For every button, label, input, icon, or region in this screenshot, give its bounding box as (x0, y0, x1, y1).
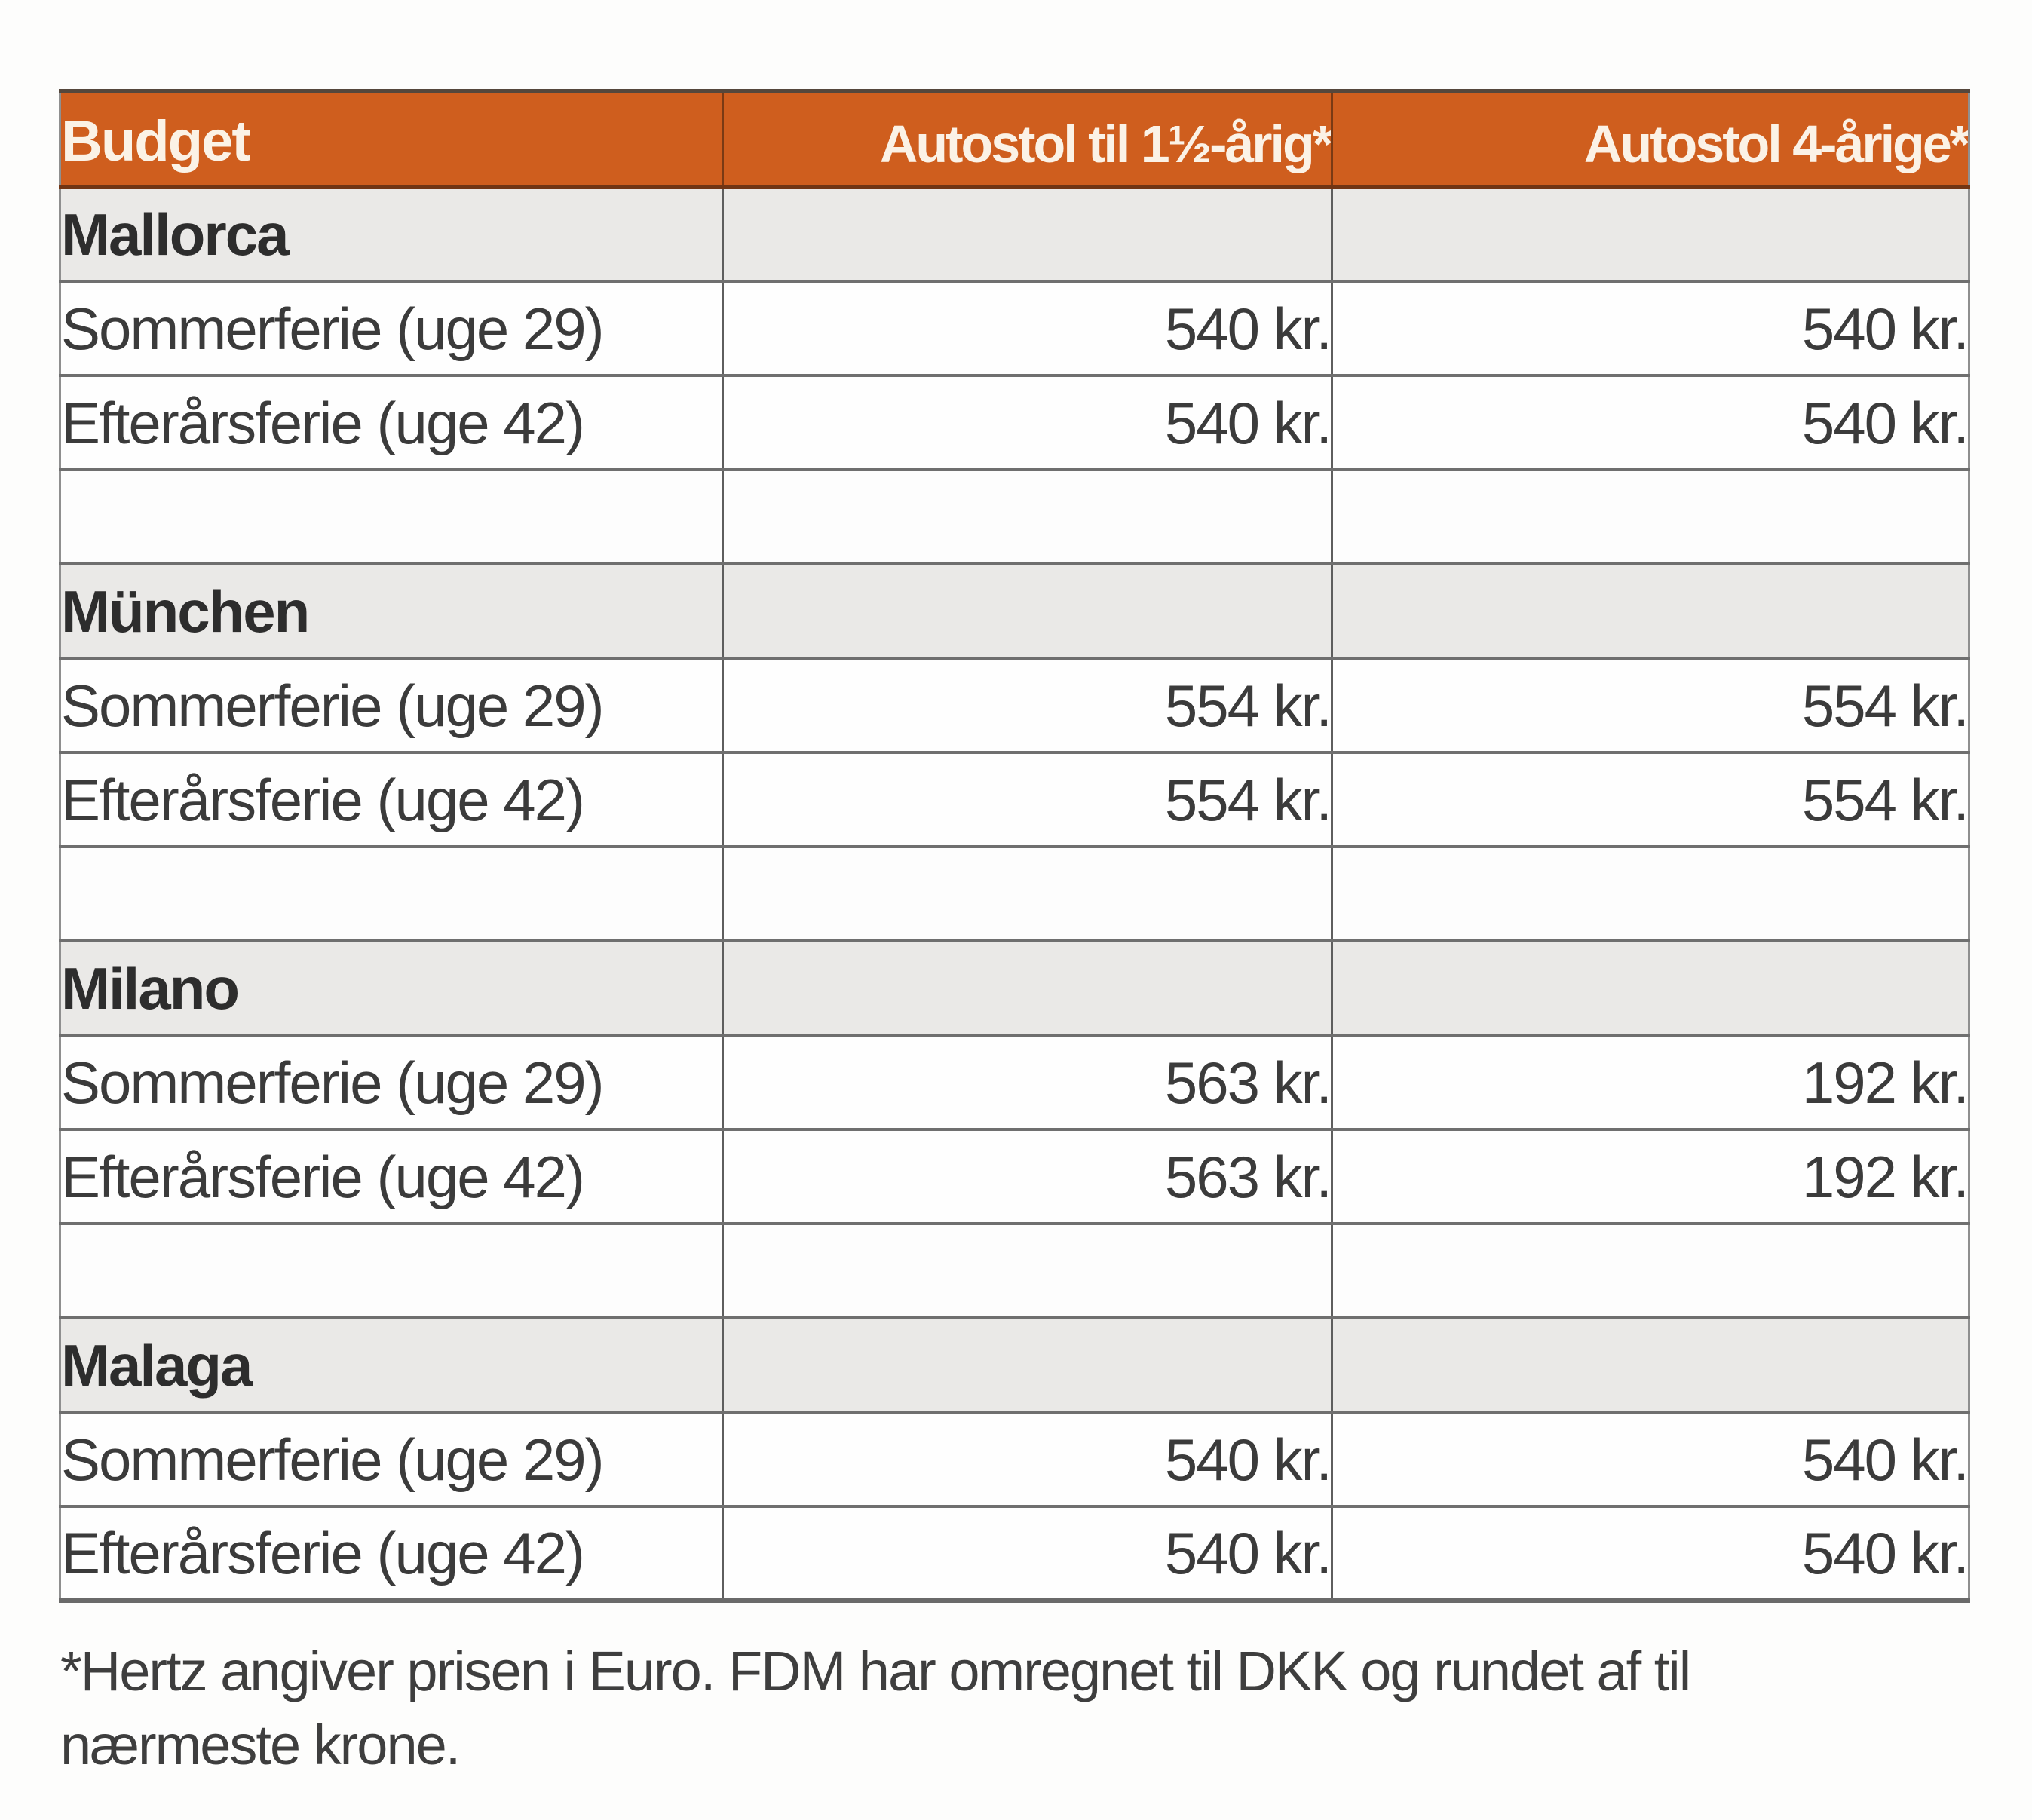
section-name-cell: Milano (59, 939, 724, 1037)
table-row: Sommerferie (uge 29) 554 kr. 554 kr. (59, 657, 1970, 754)
trip-label-cell: Sommerferie (uge 29) (59, 657, 724, 754)
section-empty-cell (1331, 1316, 1970, 1414)
table-header-row: Budget Autostol til 1½-årig* Autostol 4-… (59, 89, 1970, 189)
price-cell: 540 kr. (722, 1411, 1333, 1508)
table-row: Sommerferie (uge 29) 563 kr. 192 kr. (59, 1034, 1970, 1131)
section-empty-cell (1331, 185, 1970, 283)
section-row-mallorca: Mallorca (59, 185, 1970, 283)
section-empty-cell (1331, 562, 1970, 660)
footnote-line-1: *Hertz angiver prisen i Euro. FDM har om… (60, 1640, 1691, 1702)
trip-label-cell: Efterårsferie (uge 42) (59, 1128, 724, 1225)
section-empty-cell (1331, 939, 1970, 1037)
table-row: Efterårsferie (uge 42) 540 kr. 540 kr. (59, 374, 1970, 471)
price-cell: 540 kr. (1331, 1505, 1970, 1603)
spacer-row (59, 468, 1970, 565)
section-row-muenchen: München (59, 562, 1970, 660)
price-cell: 540 kr. (722, 280, 1333, 377)
spacer-row (59, 1222, 1970, 1319)
section-empty-cell (722, 185, 1333, 283)
section-empty-cell (722, 1316, 1333, 1414)
price-cell: 540 kr. (722, 1505, 1333, 1603)
trip-label-cell: Efterårsferie (uge 42) (59, 1505, 724, 1603)
footnote-line-2: nærmeste krone. (60, 1714, 461, 1777)
price-cell: 540 kr. (1331, 280, 1970, 377)
header-autostol-1-5-aarig: Autostol til 1½-årig* (722, 89, 1333, 189)
price-cell: 554 kr. (1331, 657, 1970, 754)
price-cell: 563 kr. (722, 1034, 1333, 1131)
price-cell: 540 kr. (722, 374, 1333, 471)
section-name-cell: Malaga (59, 1316, 724, 1414)
price-cell: 554 kr. (722, 751, 1333, 848)
section-empty-cell (722, 562, 1333, 660)
price-table: Budget Autostol til 1½-årig* Autostol 4-… (59, 89, 1970, 1603)
section-name-cell: München (59, 562, 724, 660)
price-cell: 554 kr. (722, 657, 1333, 754)
price-cell: 192 kr. (1331, 1034, 1970, 1131)
table-row: Sommerferie (uge 29) 540 kr. 540 kr. (59, 280, 1970, 377)
section-row-malaga: Malaga (59, 1316, 1970, 1414)
trip-label-cell: Efterårsferie (uge 42) (59, 751, 724, 848)
header-autostol-4-aarige: Autostol 4-årige* (1331, 89, 1970, 189)
spacer-row (59, 845, 1970, 942)
trip-label-cell: Sommerferie (uge 29) (59, 1411, 724, 1508)
trip-label-cell: Sommerferie (uge 29) (59, 1034, 724, 1131)
footnote: *Hertz angiver prisen i Euro. FDM har om… (60, 1635, 1975, 1783)
table-row: Sommerferie (uge 29) 540 kr. 540 kr. (59, 1411, 1970, 1508)
header-budget: Budget (59, 89, 724, 189)
section-name-cell: Mallorca (59, 185, 724, 283)
trip-label-cell: Sommerferie (uge 29) (59, 280, 724, 377)
section-row-milano: Milano (59, 939, 1970, 1037)
price-cell: 563 kr. (722, 1128, 1333, 1225)
price-cell: 540 kr. (1331, 1411, 1970, 1508)
price-cell: 192 kr. (1331, 1128, 1970, 1225)
section-empty-cell (722, 939, 1333, 1037)
table-row: Efterårsferie (uge 42) 563 kr. 192 kr. (59, 1128, 1970, 1225)
table-row: Efterårsferie (uge 42) 540 kr. 540 kr. (59, 1505, 1970, 1603)
table-row: Efterårsferie (uge 42) 554 kr. 554 kr. (59, 751, 1970, 848)
price-cell: 554 kr. (1331, 751, 1970, 848)
trip-label-cell: Efterårsferie (uge 42) (59, 374, 724, 471)
price-cell: 540 kr. (1331, 374, 1970, 471)
